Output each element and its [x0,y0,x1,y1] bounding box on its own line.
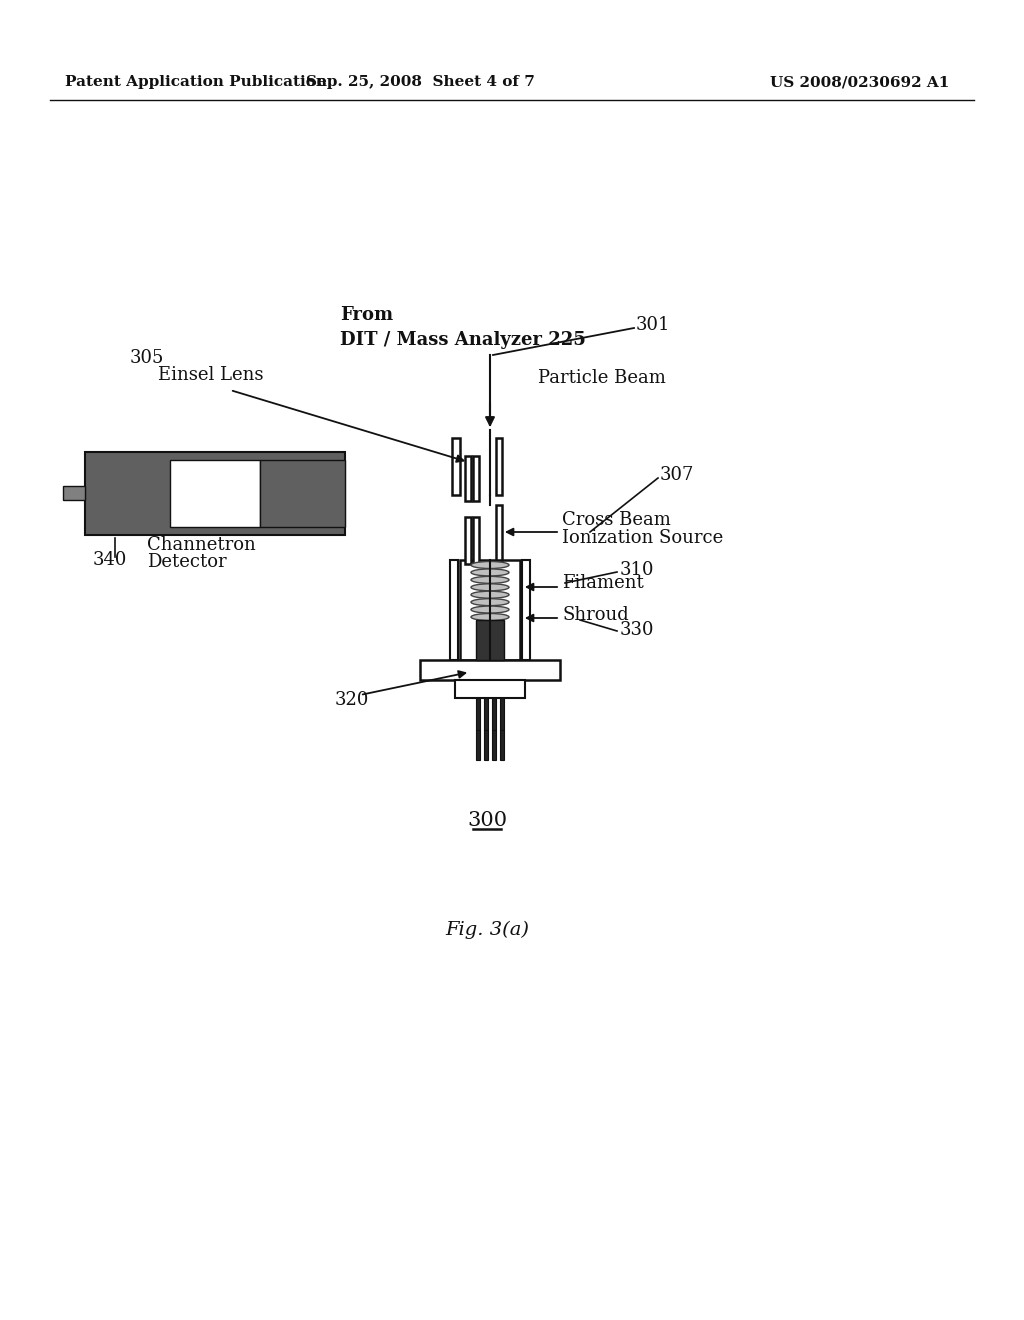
Bar [420,660,560,680]
Bar [476,620,504,660]
Bar [460,560,520,660]
Text: Channetron: Channetron [147,536,256,554]
Text: Patent Application Publication: Patent Application Publication [65,75,327,88]
Text: 305: 305 [130,348,165,367]
Bar [496,506,502,560]
Bar [170,459,260,527]
Bar [85,451,345,535]
Text: Particle Beam: Particle Beam [538,370,666,387]
Text: Cross Beam: Cross Beam [562,511,671,529]
Text: Filament: Filament [562,574,644,591]
Bar [500,730,504,760]
Ellipse shape [471,583,509,591]
Bar [465,455,471,502]
Bar [455,680,525,698]
Bar [484,698,488,730]
Text: 301: 301 [636,315,671,334]
Text: US 2008/0230692 A1: US 2008/0230692 A1 [770,75,949,88]
Bar [63,486,85,500]
Text: Sep. 25, 2008  Sheet 4 of 7: Sep. 25, 2008 Sheet 4 of 7 [305,75,535,88]
Bar [476,698,480,730]
Ellipse shape [471,561,509,569]
Text: Shroud: Shroud [562,606,629,624]
Ellipse shape [471,569,509,576]
Bar [496,438,502,495]
Bar [465,517,471,564]
Bar [492,698,496,730]
Bar [484,730,488,760]
Text: 320: 320 [335,690,370,709]
Ellipse shape [471,591,509,598]
Text: 307: 307 [660,466,694,484]
Text: Fig. 3(a): Fig. 3(a) [445,921,529,939]
Text: DIT / Mass Analyzer 225: DIT / Mass Analyzer 225 [340,331,586,348]
Ellipse shape [471,599,509,606]
Text: Detector: Detector [147,553,226,572]
Text: Ionization Source: Ionization Source [562,529,723,546]
Bar [452,438,460,495]
Text: From: From [340,306,393,323]
Text: 300: 300 [467,810,507,829]
Bar [450,560,458,660]
Text: 310: 310 [620,561,654,579]
Bar [522,560,530,660]
Text: Einsel Lens: Einsel Lens [158,366,263,384]
Ellipse shape [471,577,509,583]
Bar [500,698,504,730]
Text: 330: 330 [620,620,654,639]
Bar [473,517,479,564]
Text: 340: 340 [93,550,127,569]
Bar [260,459,345,527]
Bar [473,455,479,502]
Bar [492,730,496,760]
Bar [476,730,480,760]
Ellipse shape [471,614,509,620]
Ellipse shape [471,606,509,612]
